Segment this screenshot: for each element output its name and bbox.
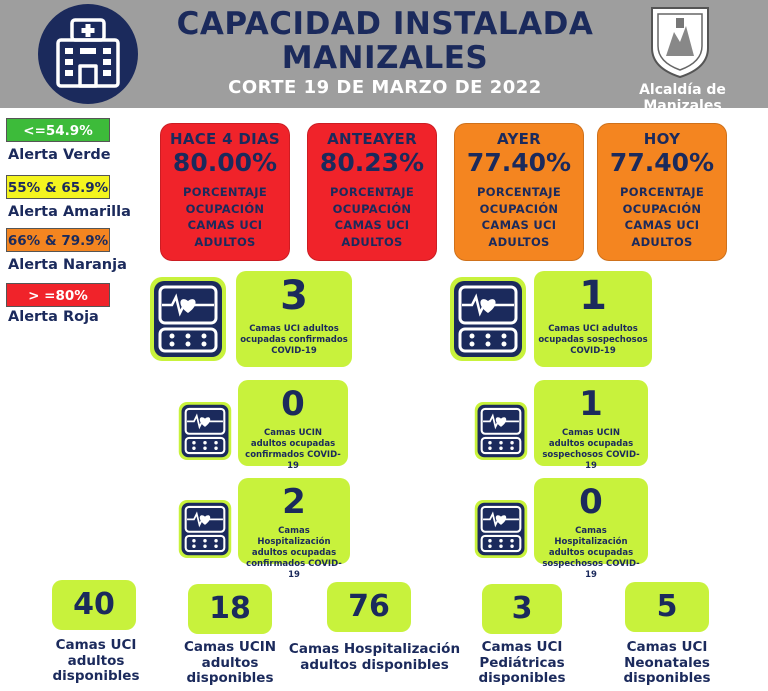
uci-suspected-count: 1 — [579, 273, 607, 319]
cutoff-date: CORTE 19 DE MARZO DE 2022 — [228, 77, 542, 98]
heart-monitor-icon — [178, 500, 232, 558]
heart-monitor-icon — [474, 500, 528, 558]
available-uci-pediatric-caption: Camas UCI Pediátricas disponibles — [478, 639, 566, 686]
hosp-confirmed-covid-card: 2 Camas Hospitalización adultos ocupadas c… — [238, 478, 350, 580]
occupancy-description: PORCENTAJE OCUPACIÓN CAMAS UCI ADULTOS — [183, 185, 267, 249]
occupancy-period: HOY — [643, 130, 681, 148]
uci-confirmed-count: 3 — [280, 273, 308, 319]
uci-confirmed-caption: Camas UCI adultos ocupadas confirmados COV… — [240, 324, 348, 356]
legend-chip-yellow: 55% & 65.9% — [6, 175, 110, 199]
available-ucin-adults-caption: Camas UCIN adultos disponibles — [183, 639, 277, 686]
hosp-suspected-count: 0 — [579, 482, 603, 522]
uci-confirmed-covid-card: 3 Camas UCI adultos ocupadas confirmados C… — [236, 271, 352, 367]
heart-monitor-icon — [474, 402, 528, 460]
available-uci-neonatal-count: 5 — [625, 582, 709, 632]
uci-suspected-covid-card: 1 Camas UCI adultos ocupadas sospechosos C… — [534, 271, 652, 367]
occupancy-description: PORCENTAJE OCUPACIÓN CAMAS UCI ADULTOS — [477, 185, 561, 249]
hosp-confirmed-caption: Camas Hospitalización adultos ocupadas con… — [246, 526, 342, 580]
available-ucin-adults-count: 18 — [188, 584, 272, 634]
legend-label-orange: Alerta Naranja — [8, 257, 127, 273]
ucin-suspected-caption: Camas UCIN adultos ocupadas sospechosos CO… — [542, 428, 640, 471]
occupancy-card-day-before-yesterday: ANTEAYER 80.23% PORCENTAJE OCUPACIÓN CAMAS… — [307, 123, 437, 261]
occupancy-period: ANTEAYER — [327, 130, 417, 148]
occupancy-period: AYER — [496, 130, 542, 148]
occupancy-card-yesterday: AYER 77.40% PORCENTAJE OCUPACIÓN CAMAS UCI… — [454, 123, 584, 261]
legend-chip-red: > =80% — [6, 283, 110, 307]
occupancy-description: PORCENTAJE OCUPACIÓN CAMAS UCI ADULTOS — [620, 185, 704, 249]
occupancy-period: HACE 4 DIAS — [169, 130, 281, 148]
available-hospitalization-count: 76 — [327, 582, 411, 632]
hosp-suspected-caption: Camas Hospitalización adultos ocupadas sos… — [542, 526, 640, 580]
legend-label-yellow: Alerta Amarilla — [8, 204, 131, 220]
page-title-line1: CAPACIDAD INSTALADA — [176, 6, 594, 42]
occupancy-value: 77.40% — [466, 148, 572, 177]
hospital-building-icon — [38, 4, 138, 104]
ucin-suspected-covid-card: 1 Camas UCIN adultos ocupadas sospechosos … — [534, 380, 648, 471]
available-uci-adults-count: 40 — [52, 580, 136, 630]
uci-suspected-caption: Camas UCI adultos ocupadas sospechosos COV… — [538, 324, 648, 356]
heart-monitor-icon — [178, 402, 232, 460]
legend-label-green: Alerta Verde — [8, 147, 111, 163]
occupancy-value: 77.40% — [609, 148, 715, 177]
manizales-shield-icon — [648, 4, 712, 80]
municipality-logo-text: Alcaldía de Manizales — [639, 82, 726, 114]
legend-label-red: Alerta Roja — [8, 309, 99, 325]
available-uci-adults-caption: Camas UCI adultos disponibles — [52, 637, 140, 684]
ucin-confirmed-covid-card: 0 Camas UCIN adultos ocupadas confirmados … — [238, 380, 348, 471]
occupancy-card-today: HOY 77.40% PORCENTAJE OCUPACIÓN CAMAS UCI A… — [597, 123, 727, 261]
ucin-confirmed-count: 0 — [281, 384, 305, 424]
legend-chip-orange: 66% & 79.9% — [6, 228, 110, 252]
heart-monitor-icon — [450, 277, 526, 361]
occupancy-value: 80.23% — [319, 148, 425, 177]
ucin-confirmed-caption: Camas UCIN adultos ocupadas confirmados CO… — [245, 428, 341, 471]
occupancy-value: 80.00% — [172, 148, 278, 177]
available-uci-pediatric-count: 3 — [482, 584, 562, 634]
page-title-line2: MANIZALES — [281, 40, 489, 76]
available-hospitalization-caption: Camas Hospitalización adultos disponibles — [288, 641, 461, 673]
hosp-confirmed-count: 2 — [282, 482, 306, 522]
ucin-suspected-count: 1 — [579, 384, 603, 424]
available-uci-neonatal-caption: Camas UCI Neonatales disponibles — [623, 639, 711, 686]
occupancy-description: PORCENTAJE OCUPACIÓN CAMAS UCI ADULTOS — [330, 185, 414, 249]
legend-chip-green: <=54.9% — [6, 118, 110, 142]
hosp-suspected-covid-card: 0 Camas Hospitalización adultos ocupadas s… — [534, 478, 648, 580]
heart-monitor-icon — [150, 277, 226, 361]
occupancy-card-4-days-ago: HACE 4 DIAS 80.00% PORCENTAJE OCUPACIÓN CA… — [160, 123, 290, 261]
